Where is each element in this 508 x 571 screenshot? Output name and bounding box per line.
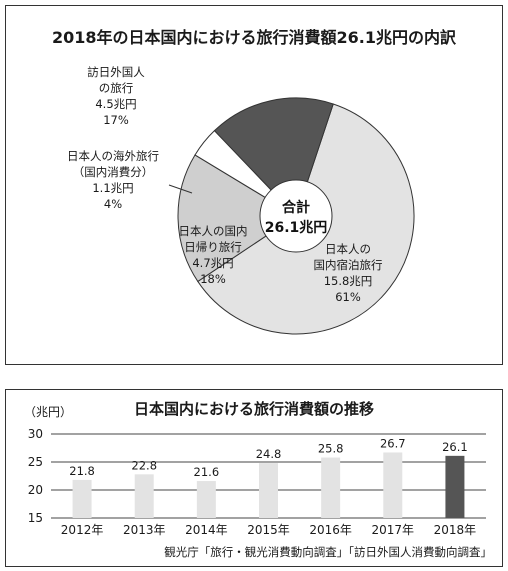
bar-2014年 <box>196 481 216 518</box>
slice-label-4-line-2: の旅行 <box>99 81 134 95</box>
bar-2016年 <box>321 457 341 518</box>
pie-center-circle <box>259 179 333 253</box>
bar-value-1: 21.8 <box>69 464 95 478</box>
source-note: 観光庁「旅行・観光消費動向調査」「訪日外国人消費動向調査」 <box>164 545 492 559</box>
slice-label-2-line-2: 日帰り旅行 <box>184 240 242 254</box>
center-label-amount: 26.1兆円 <box>265 220 328 236</box>
y-tick-20: 20 <box>28 483 43 497</box>
bar-value-6: 26.7 <box>380 436 406 450</box>
bar-chart: （兆円） 15 20 25 30 21.8 2012年 22.8 2013年 21.6 2014年 2… <box>24 405 486 537</box>
y-tick-30: 30 <box>28 427 43 441</box>
slice-label-3-line-2: （国内消費分） <box>73 165 154 179</box>
slice-label-1-line-3: 15.8兆円 <box>324 274 373 288</box>
slice-label-3-line-1: 日本人の海外旅行 <box>67 149 159 163</box>
x-tick-7: 2018年 <box>434 523 477 537</box>
y-axis-unit: （兆円） <box>24 405 72 419</box>
x-tick-6: 2017年 <box>372 523 415 537</box>
bar-value-4: 24.8 <box>256 447 282 461</box>
bar-2017年 <box>383 452 403 518</box>
slice-label-1-line-4: 61% <box>335 290 361 304</box>
x-tick-5: 2016年 <box>309 523 352 537</box>
slice-label-4-line-4: 17% <box>103 113 129 127</box>
y-tick-15: 15 <box>28 511 43 525</box>
bar-2018年 <box>445 455 465 518</box>
bar-2015年 <box>259 463 278 518</box>
bar-2012年 <box>72 479 92 518</box>
slice-label-2-line-3: 4.7兆円 <box>192 256 233 270</box>
x-tick-4: 2015年 <box>247 523 290 537</box>
bar-2013年 <box>134 474 154 518</box>
slice-label-3-line-3: 1.1兆円 <box>92 181 133 195</box>
x-tick-1: 2012年 <box>61 523 104 537</box>
center-label-total: 合計 <box>282 199 310 216</box>
pie-chart-title: 2018年の日本国内における旅行消費額26.1兆円の内訳 <box>51 28 456 47</box>
bar-chart-panel: 日本国内における旅行消費額の推移 （兆円） 15 20 25 30 21.8 2012年 22… <box>5 389 503 567</box>
bar-chart-title: 日本国内における旅行消費額の推移 <box>133 400 374 418</box>
leader-line <box>168 184 193 194</box>
slice-label-4-line-3: 4.5兆円 <box>95 97 136 111</box>
bar-value-5: 25.8 <box>318 442 344 456</box>
slice-label-4-line-1: 訪日外国人 <box>87 65 145 79</box>
pie-slice-2 <box>177 154 297 283</box>
slice-label-2-line-1: 日本人の国内 <box>179 224 248 238</box>
slice-label-3-line-4: 4% <box>104 197 122 211</box>
bar-value-7: 26.1 <box>442 440 468 454</box>
slice-label-1-line-2: 国内宿泊旅行 <box>314 258 383 272</box>
slice-label-2-line-4: 18% <box>200 272 226 286</box>
bar-value-3: 21.6 <box>194 465 220 479</box>
pie-chart-panel: 2018年の日本国内における旅行消費額26.1兆円の内訳 合計 26.1兆円 日本人… <box>5 5 503 365</box>
y-tick-25: 25 <box>28 455 43 469</box>
x-tick-3: 2014年 <box>185 523 228 537</box>
x-tick-2: 2013年 <box>123 523 166 537</box>
bar-value-2: 22.8 <box>131 458 157 472</box>
slice-label-1-line-1: 日本人の <box>325 242 371 256</box>
